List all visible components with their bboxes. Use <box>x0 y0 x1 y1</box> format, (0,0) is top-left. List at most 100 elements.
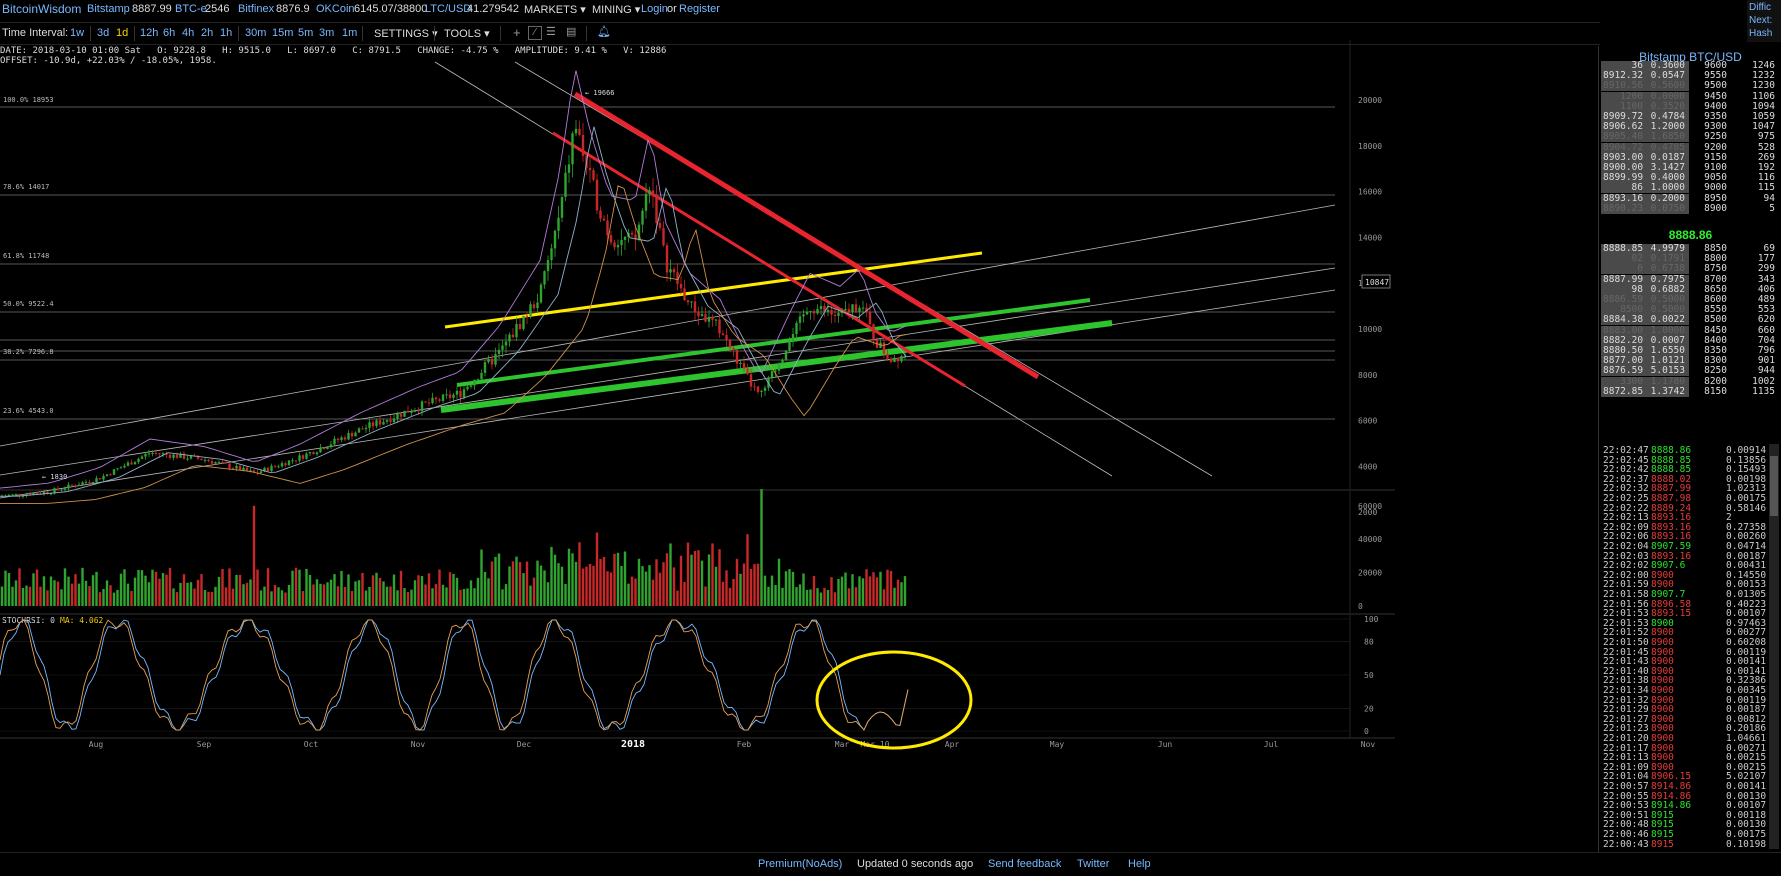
trade-time: 22:01:43 <box>1603 656 1649 668</box>
candle-body <box>294 460 298 462</box>
ticker-exchange-4[interactable]: LTC/USD <box>425 3 472 15</box>
ob-amount: 1.0121 <box>1650 355 1685 367</box>
interval-3d[interactable]: 3d <box>97 27 110 39</box>
premium-link[interactable]: Premium(NoAds) <box>758 858 843 870</box>
ticker-exchange-0[interactable]: Bitstamp <box>87 3 130 15</box>
interval-2h[interactable]: 2h <box>201 27 214 39</box>
alert-bell-icon[interactable]: 🔔︎ <box>597 26 611 38</box>
volume-bar <box>893 587 896 606</box>
scroll-thumb[interactable] <box>1770 456 1778 516</box>
volume-bar <box>81 567 84 606</box>
interval-3m[interactable]: 3m <box>319 27 335 39</box>
candle-body <box>732 347 735 350</box>
volume-bar <box>420 575 424 606</box>
trade-price: 8900 <box>1651 627 1674 639</box>
volume-bar <box>735 558 739 606</box>
ticker-exchange-2[interactable]: Bitfinex <box>238 3 275 15</box>
candle-body <box>693 301 697 312</box>
trade-time: 22:02:47 <box>1603 445 1649 456</box>
candle-body <box>578 128 581 135</box>
candle-body <box>483 362 487 373</box>
candle-body <box>77 484 81 486</box>
volume-bar <box>609 572 613 606</box>
interval-15m[interactable]: 15m <box>272 27 294 39</box>
trade-amount: 0.00130 <box>1726 819 1767 831</box>
volume-bar <box>319 583 322 606</box>
trade-price: 8907.59 <box>1651 541 1692 552</box>
candle-body <box>46 491 49 494</box>
interval-4h[interactable]: 4h <box>182 27 195 39</box>
help-link[interactable]: Help <box>1128 858 1151 870</box>
candle-body <box>228 463 231 469</box>
ob-amount: 0.5600 <box>1650 80 1685 92</box>
price-chart[interactable]: 100.0% 18953 78.6% 14017 61.8% 11748 50.0% … <box>0 40 1598 852</box>
price-tick-label: 4000 <box>1358 462 1377 471</box>
time-interval-label: Time Interval: <box>2 27 69 39</box>
price-tick-label: 16000 <box>1358 188 1382 197</box>
ticker-price-3: 6145.07/38800 <box>354 3 428 15</box>
interval-6h[interactable]: 6h <box>163 27 176 39</box>
tools-menu[interactable]: TOOLS ▾ <box>444 28 490 40</box>
volume-bar <box>203 590 207 606</box>
trade-row: 22:01:38 8900 0.32386 <box>1599 676 1781 686</box>
send-feedback-link[interactable]: Send feedback <box>988 858 1062 870</box>
candle-body <box>655 196 658 224</box>
candle-body <box>518 324 522 329</box>
trade-time: 22:00:48 <box>1603 819 1649 831</box>
volume-bar <box>753 564 756 606</box>
interval-1h[interactable]: 1h <box>220 27 233 39</box>
ob-price: 8910.56 <box>1603 80 1644 92</box>
trade-row: 22:02:04 8907.59 0.04714 <box>1599 542 1781 552</box>
ob-total: 299 <box>1757 263 1775 275</box>
candle-body <box>11 494 14 496</box>
volume-bar <box>375 572 378 606</box>
candle-body <box>581 134 585 156</box>
candle-body <box>203 459 207 461</box>
interval-12h[interactable]: 12h <box>140 27 159 39</box>
candle-body <box>417 410 420 412</box>
volume-bar <box>210 591 214 606</box>
interval-5m[interactable]: 5m <box>298 27 314 39</box>
candle-body <box>291 460 294 462</box>
ob-total: 116 <box>1757 172 1775 184</box>
bid-row: 8880.50 1.6550 8350 796 <box>1599 346 1781 356</box>
trendline-thin <box>0 204 1336 447</box>
volume-bar <box>683 581 686 606</box>
settings-menu[interactable]: SETTINGS ▾ <box>374 27 438 40</box>
candle-body <box>350 432 354 437</box>
volume-bar <box>837 578 840 606</box>
ticker-price-2: 8876.9 <box>276 3 310 15</box>
trade-amount: 0.00277 <box>1726 627 1767 639</box>
trendline-tool-icon[interactable]: ⁄ <box>528 26 542 40</box>
interval-30m[interactable]: 30m <box>245 27 267 39</box>
trade-amount: 0.97463 <box>1726 617 1767 629</box>
volume-bar <box>585 566 588 606</box>
trade-time: 22:01:29 <box>1603 704 1649 716</box>
ob-total: 94 <box>1763 192 1775 204</box>
interval-1w[interactable]: 1w <box>70 27 85 39</box>
site-logo[interactable]: BitcoinWisdom <box>2 2 82 16</box>
fib-tool-icon[interactable]: ☰ <box>546 26 556 38</box>
grid-tool-icon[interactable]: ▤ <box>566 26 577 38</box>
markets-menu[interactable]: MARKETS ▾ <box>524 4 586 16</box>
volume-bars <box>0 489 907 606</box>
bid-row: 8883.00 1.0000 8450 660 <box>1599 325 1781 336</box>
candle-body <box>623 236 627 240</box>
login-link[interactable]: Login <box>641 3 668 15</box>
ob-level: 9050 <box>1704 172 1727 184</box>
ob-price: 02 <box>1631 253 1643 265</box>
ticker-exchange-1[interactable]: BTC-e <box>175 3 207 15</box>
interval-1d[interactable]: 1d <box>116 27 129 39</box>
annotations: 10847 ← 19666 ← 1830 <box>42 89 1391 750</box>
twitter-link[interactable]: Twitter <box>1077 858 1110 870</box>
candle-body <box>245 467 249 471</box>
crosshair-tool-icon[interactable]: + <box>513 25 521 40</box>
trade-scrollbar[interactable] <box>1769 444 1779 849</box>
candle-body <box>665 245 669 273</box>
mining-menu[interactable]: MINING ▾ <box>592 4 641 16</box>
candle-body <box>851 304 854 313</box>
volume-bar <box>277 587 280 606</box>
interval-1m[interactable]: 1m <box>342 27 358 39</box>
ticker-exchange-3[interactable]: OKCoin <box>316 3 355 15</box>
register-link[interactable]: Register <box>679 3 720 15</box>
